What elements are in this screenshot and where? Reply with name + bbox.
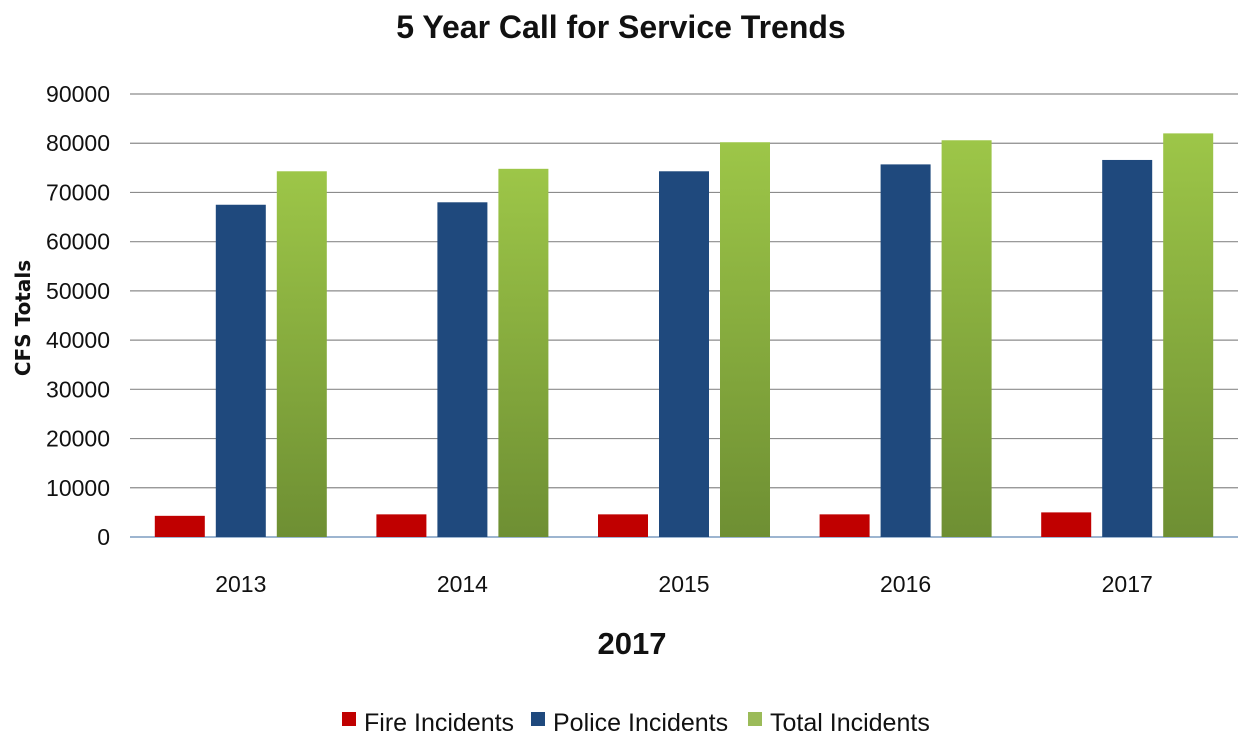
y-tick-label: 70000 (46, 179, 110, 205)
x-tick-label: 2015 (658, 571, 709, 597)
y-tick-label: 80000 (46, 130, 110, 156)
y-tick-label: 40000 (46, 327, 110, 353)
x-tick-label: 2014 (437, 571, 488, 597)
legend-label-total-incidents: Total Incidents (770, 709, 930, 737)
bar-total-incidents-2016 (941, 140, 992, 537)
x-axis-ticks: 2013 2014 2015 2016 2017 (215, 571, 1153, 597)
bar-total-incidents-2017 (1163, 133, 1214, 537)
y-tick-label: 20000 (46, 426, 110, 452)
y-tick-label: 50000 (46, 278, 110, 304)
bar-fire-incidents-2013 (154, 515, 205, 537)
chart-title: 5 Year Call for Service Trends (396, 9, 845, 45)
bar-total-incidents-2014 (498, 168, 549, 537)
bars (154, 133, 1214, 538)
bar-total-incidents-2015 (720, 142, 770, 537)
bar-police-incidents-2015 (659, 171, 709, 538)
legend: Fire Incidents Police Incidents Total Inci… (342, 709, 930, 737)
x-tick-label: 2017 (1102, 571, 1153, 597)
bar-police-incidents-2016 (880, 164, 931, 538)
y-tick-label: 30000 (46, 376, 110, 402)
bar-fire-incidents-2016 (819, 514, 870, 537)
bar-fire-incidents-2015 (598, 514, 648, 537)
bar-police-incidents-2014 (437, 202, 488, 538)
legend-label-police-incidents: Police Incidents (553, 709, 728, 737)
legend-swatch-fire-incidents (342, 712, 356, 726)
y-tick-label: 60000 (46, 229, 110, 255)
x-tick-label: 2016 (880, 571, 931, 597)
bar-fire-incidents-2014 (376, 514, 427, 537)
legend-swatch-total-incidents (748, 712, 762, 726)
bar-total-incidents-2013 (276, 171, 327, 538)
y-tick-label: 10000 (46, 475, 110, 501)
y-tick-label: 0 (97, 524, 110, 550)
legend-swatch-police-incidents (531, 712, 545, 726)
legend-label-fire-incidents: Fire Incidents (364, 709, 514, 737)
y-tick-label: 90000 (46, 81, 110, 107)
bar-fire-incidents-2017 (1041, 512, 1092, 537)
bar-police-incidents-2013 (215, 204, 266, 537)
bar-police-incidents-2017 (1102, 159, 1153, 538)
x-tick-label: 2013 (215, 571, 266, 597)
x-axis-label: 2017 (598, 626, 667, 661)
y-axis-label: CFS Totals (11, 260, 35, 376)
y-axis-ticks: 0 10000 20000 30000 40000 50000 60000 70000 8000… (46, 81, 110, 550)
